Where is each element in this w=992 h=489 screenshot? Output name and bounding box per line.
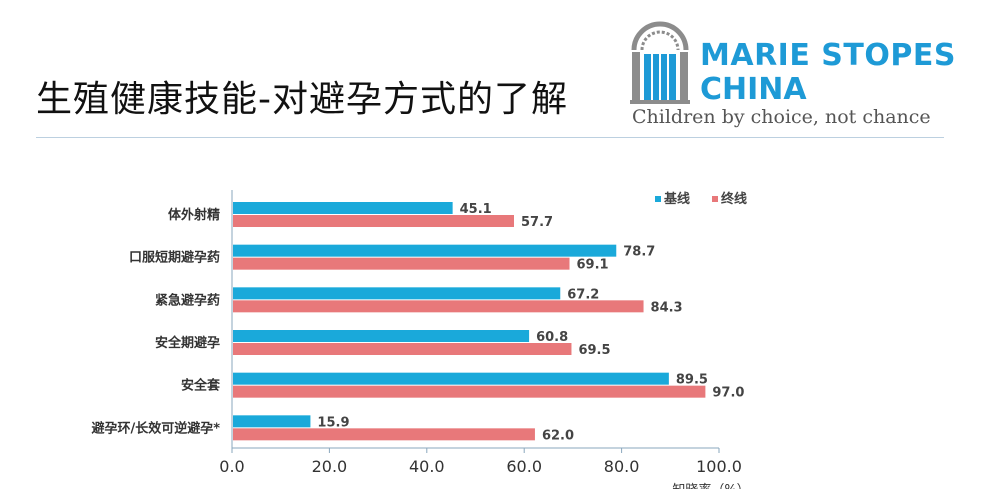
category-label: 安全套 bbox=[181, 378, 221, 394]
legend-label: 基线 bbox=[663, 191, 690, 207]
x-tick-label: 0.0 bbox=[219, 457, 244, 476]
data-label: 97.0 bbox=[712, 386, 744, 401]
bar-endline bbox=[233, 343, 572, 355]
brand-name-line2: CHINA bbox=[700, 72, 807, 107]
category-label: 口服短期避孕药 bbox=[129, 250, 220, 266]
x-tick-label: 40.0 bbox=[409, 457, 445, 476]
legend-swatch bbox=[712, 196, 718, 202]
x-tick-label: 100.0 bbox=[696, 457, 742, 476]
data-label: 62.0 bbox=[542, 428, 574, 443]
data-label: 69.1 bbox=[577, 258, 609, 273]
legend-swatch bbox=[655, 196, 661, 202]
x-axis-title: 知晓率（%） bbox=[672, 482, 749, 489]
data-label: 15.9 bbox=[317, 415, 349, 430]
bar-endline bbox=[233, 300, 644, 313]
data-label: 69.5 bbox=[578, 343, 610, 358]
title-divider bbox=[36, 137, 944, 138]
bar-endline bbox=[233, 428, 535, 441]
page-title: 生殖健康技能-对避孕方式的了解 bbox=[36, 79, 568, 120]
data-label: 57.7 bbox=[521, 215, 553, 230]
bar-endline bbox=[233, 385, 706, 398]
marie-stopes-logo: MARIE STOPES CHINA Children by choice, n… bbox=[630, 20, 955, 130]
x-tick-label: 80.0 bbox=[604, 457, 640, 476]
category-label: 紧急避孕药 bbox=[155, 292, 220, 308]
x-tick-label: 60.0 bbox=[506, 457, 542, 476]
bar-baseline bbox=[233, 202, 453, 214]
category-label: 体外射精 bbox=[168, 207, 220, 223]
bar-endline bbox=[233, 257, 570, 270]
brand-tagline: Children by choice, not chance bbox=[632, 106, 931, 128]
data-label: 45.1 bbox=[460, 202, 492, 217]
bar-baseline bbox=[233, 244, 617, 257]
data-label: 67.2 bbox=[567, 287, 599, 302]
data-label: 84.3 bbox=[651, 300, 683, 315]
bar-endline bbox=[233, 215, 514, 227]
brand-name-line1: MARIE STOPES bbox=[700, 38, 956, 73]
bar-baseline bbox=[233, 372, 669, 385]
data-label: 78.7 bbox=[623, 245, 655, 260]
legend-label: 终线 bbox=[721, 191, 747, 207]
x-tick-label: 20.0 bbox=[312, 457, 348, 476]
data-label: 60.8 bbox=[536, 330, 568, 345]
category-label: 避孕环/长效可逆避孕* bbox=[91, 420, 220, 436]
bar-baseline bbox=[233, 415, 311, 428]
data-label: 89.5 bbox=[676, 373, 708, 388]
doorway-icon bbox=[630, 21, 690, 104]
bar-baseline bbox=[233, 330, 530, 342]
bar-baseline bbox=[233, 287, 561, 300]
category-label: 安全期避孕 bbox=[155, 335, 220, 351]
